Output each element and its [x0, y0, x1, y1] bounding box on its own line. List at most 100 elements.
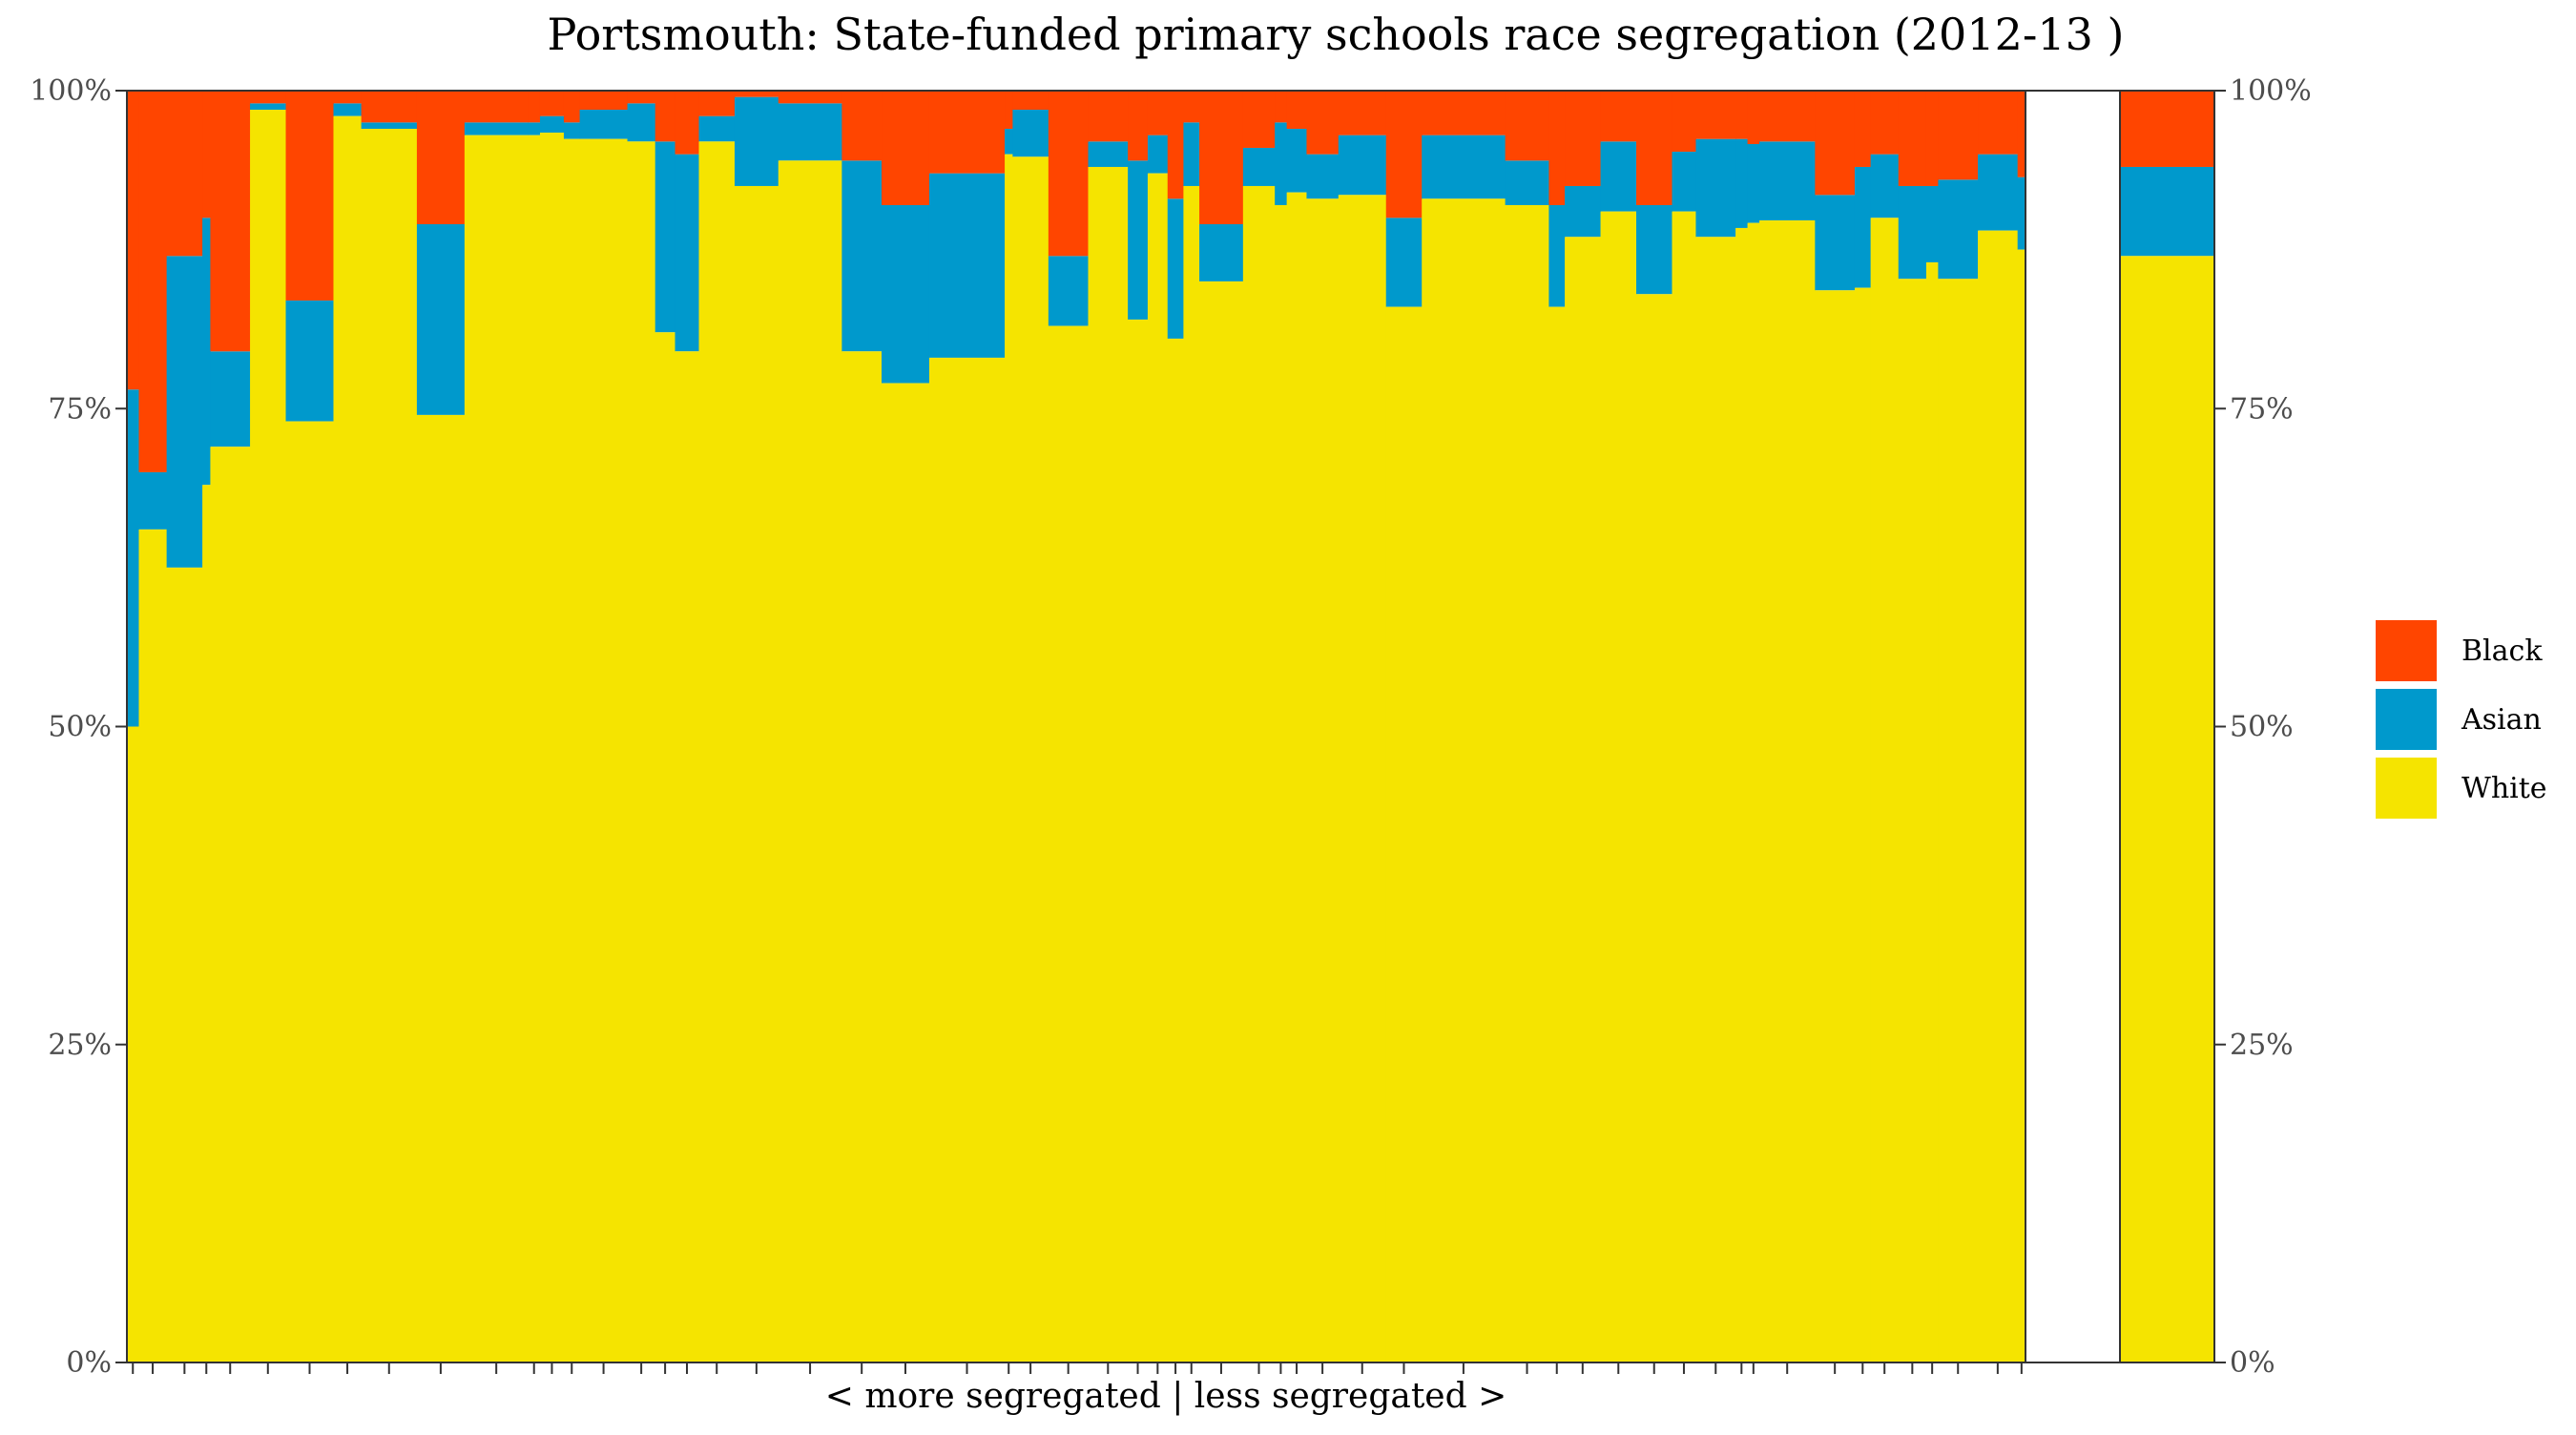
bar-segment-asian [928, 173, 1006, 358]
bar-segment-black [1167, 91, 1185, 199]
bar-segment-white [210, 447, 251, 1362]
bar-segment-white [1199, 281, 1244, 1363]
bar-segment-white [1167, 338, 1185, 1362]
bar-segment-black [361, 91, 418, 123]
school-bar [1636, 91, 1673, 1362]
bar-segment-white [1088, 166, 1129, 1363]
school-bar [1012, 91, 1049, 1362]
bar-segment-black [1695, 91, 1736, 139]
school-bar [1147, 91, 1169, 1362]
bar-segment-asian [778, 103, 842, 161]
bar-segment-black [166, 91, 203, 257]
bar-segment-white [1898, 279, 1927, 1363]
bar-segment-black [734, 91, 779, 97]
school-bar [1815, 91, 1856, 1362]
school-bar [1978, 91, 2019, 1362]
legend-label-white: White [2462, 772, 2547, 805]
school-bar [882, 91, 930, 1363]
bar-segment-white [654, 332, 676, 1362]
bar-segment-black [1128, 91, 1149, 161]
bar-segment-black [416, 91, 466, 224]
bar-segment-asian [416, 223, 466, 415]
bar-segment-asian [841, 160, 883, 352]
school-bar [1167, 91, 1185, 1362]
bar-segment-asian [361, 122, 418, 129]
school-bar [1548, 91, 1566, 1362]
bar-segment-white [882, 383, 930, 1363]
bar-segment-asian [882, 204, 930, 384]
bar-segment-asian [1870, 154, 1900, 218]
bar-segment-black [1338, 91, 1387, 135]
bar-segment-white [1978, 230, 2019, 1362]
bar-segment-asian [734, 96, 779, 186]
school-bar [1183, 91, 1200, 1363]
bar-segment-asian [1005, 128, 1013, 155]
bar-segment-asian [202, 218, 212, 486]
school-bar [698, 91, 736, 1362]
bar-segment-black [1925, 91, 1940, 186]
school-bar [1938, 91, 1979, 1363]
bar-segment-black [1978, 91, 2019, 155]
bar-segment-black [1636, 91, 1673, 205]
bar-segment-white [1672, 211, 1697, 1362]
y-tick-label-left: 25% [48, 1029, 112, 1062]
school-bar [333, 91, 363, 1362]
bar-segment-black [250, 91, 287, 104]
bar-segment-black [1385, 91, 1423, 218]
bar-segment-asian [1898, 185, 1927, 280]
bar-segment-white [539, 132, 565, 1362]
bar-segment-asian [333, 103, 363, 116]
bar-segment-asian [1088, 141, 1129, 167]
bar-segment-asian [563, 122, 581, 139]
y-tick-label-left: 75% [48, 392, 112, 426]
school-bar [654, 91, 676, 1362]
x-axis-label: < more segregated | less segregated > [825, 1377, 1507, 1416]
bar-segment-white [1854, 287, 1872, 1362]
bar-segment-white [1565, 237, 1602, 1362]
bar-segment-asian [1759, 141, 1816, 220]
bar-segment-white [1306, 198, 1340, 1363]
bar-segment-black [1286, 91, 1308, 129]
bar-segment-black [1672, 91, 1697, 152]
bar-segment-black [202, 91, 212, 218]
bar-segment-white [285, 421, 335, 1363]
school-bar [1565, 91, 1602, 1362]
school-bar [1088, 91, 1129, 1363]
legend-label-asian: Asian [2461, 703, 2542, 737]
bar-segment-white [563, 138, 581, 1362]
bar-segment-asian [1695, 138, 1736, 238]
bar-segment-black [285, 91, 335, 301]
bar-segment-black [1870, 91, 1900, 155]
bar-segment-black [1747, 91, 1760, 144]
school-bar [1286, 91, 1308, 1362]
bar-segment-black [1199, 91, 1244, 224]
bar-segment-asian [1338, 135, 1387, 196]
bar-segment-black [464, 91, 530, 123]
bar-segment-asian [210, 351, 251, 447]
legend-label-black: Black [2462, 634, 2543, 668]
bar-segment-white [1735, 227, 1749, 1363]
school-bar [1695, 91, 1736, 1362]
bar-segment-asian [579, 109, 629, 139]
bar-segment-asian [1925, 185, 1940, 262]
school-bar [1199, 91, 1244, 1363]
bar-segment-white [1147, 173, 1169, 1362]
school-bar [138, 91, 168, 1362]
bar-segment-black [1005, 91, 1013, 129]
y-tick-label-right: 25% [2230, 1029, 2294, 1062]
bar-segment-asian [1286, 128, 1308, 193]
school-bar [1242, 91, 1276, 1363]
bar-segment-white [464, 135, 530, 1362]
bar-segment-asian [698, 115, 736, 142]
bar-segment-white [1275, 204, 1288, 1363]
bar-segment-white [841, 351, 883, 1362]
bar-segment-black [1600, 91, 1637, 142]
bar-segment-asian [1565, 185, 1602, 238]
bar-segment-black [882, 91, 930, 205]
legend-swatch-white [2376, 758, 2437, 819]
bar-segment-white [1695, 237, 1736, 1362]
bar-segment-black [1938, 91, 1979, 180]
bar-segment-asian [1422, 135, 1506, 199]
